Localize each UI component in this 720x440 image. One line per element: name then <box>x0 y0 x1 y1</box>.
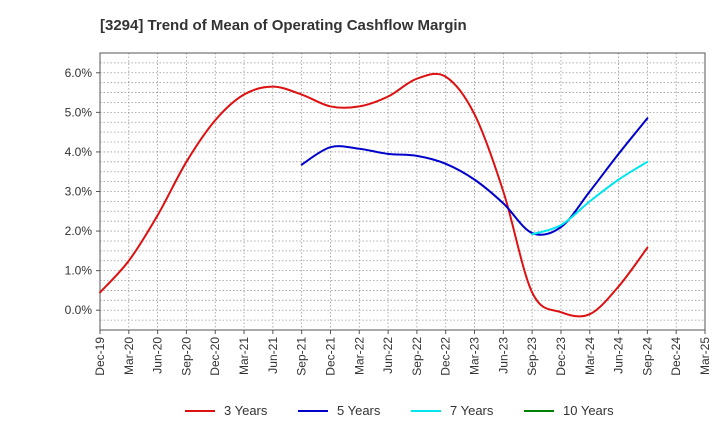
x-tick-label: Jun-21 <box>266 337 280 374</box>
x-tick-label: Dec-23 <box>554 337 568 376</box>
series-line-7-years <box>531 160 649 236</box>
legend-label-3-years: 3 Years <box>224 403 268 418</box>
x-tick-label: Sep-22 <box>410 337 424 376</box>
legend: 3 Years 5 Years 7 Years 10 Years <box>185 403 614 418</box>
x-tick-label: Dec-21 <box>323 337 337 376</box>
y-tick-label: 1.0% <box>65 264 93 278</box>
y-tick-label: 3.0% <box>65 185 93 199</box>
x-tick-label: Sep-24 <box>640 337 654 376</box>
x-tick-label: Jun-22 <box>381 337 395 374</box>
x-tick-label: Mar-25 <box>698 337 712 375</box>
chart-title: [3294] Trend of Mean of Operating Cashfl… <box>100 17 467 34</box>
x-tick-label: Mar-20 <box>122 337 136 375</box>
x-tick-label: Dec-19 <box>93 337 107 376</box>
x-tick-label: Jun-24 <box>612 337 626 374</box>
x-tick-label: Jun-23 <box>496 337 510 374</box>
y-tick-label: 5.0% <box>65 105 93 119</box>
y-tick-label: 6.0% <box>65 66 93 80</box>
plot-area: 0.0% 1.0% 2.0% 3.0% 4.0% 5.0% 6.0% Dec-19 Mar-20… <box>65 52 712 376</box>
y-tick-label: 2.0% <box>65 224 93 238</box>
x-tick-label: Sep-20 <box>179 337 193 376</box>
x-tick-label: Mar-21 <box>237 337 251 375</box>
x-tick-label: Sep-21 <box>295 337 309 376</box>
series-line-3-years <box>99 72 649 318</box>
x-tick-label: Dec-24 <box>669 337 683 376</box>
x-tick-label: Jun-20 <box>151 337 165 374</box>
x-tick-label: Dec-22 <box>439 337 453 376</box>
legend-label-10-years: 10 Years <box>563 403 614 418</box>
y-tick-label: 4.0% <box>65 145 93 159</box>
x-tick-label: Mar-22 <box>352 337 366 375</box>
legend-label-5-years: 5 Years <box>337 403 381 418</box>
legend-label-7-years: 7 Years <box>450 403 494 418</box>
x-tick-label: Dec-20 <box>208 337 222 376</box>
series-line-5-years <box>300 117 649 236</box>
x-tick-label: Mar-23 <box>468 337 482 375</box>
x-tick-label: Sep-23 <box>525 337 539 376</box>
y-tick-label: 0.0% <box>65 303 93 317</box>
x-tick-label: Mar-24 <box>583 337 597 375</box>
